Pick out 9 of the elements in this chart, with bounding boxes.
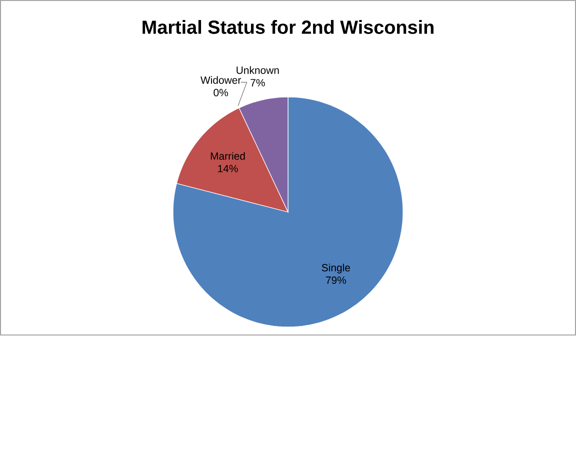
- data-label: 14%: [218, 164, 238, 172]
- slice-label: Unknown: [236, 66, 279, 74]
- slice-label: Single: [322, 264, 350, 274]
- chart-title: Martial Status for 2nd Wisconsin: [142, 20, 434, 34]
- text: 0%: [214, 88, 228, 96]
- data-label: 7%: [250, 79, 265, 86]
- category-label: Widower: [200, 76, 241, 84]
- data-label: 79%: [326, 276, 346, 284]
- slice-label: Married: [210, 152, 245, 160]
